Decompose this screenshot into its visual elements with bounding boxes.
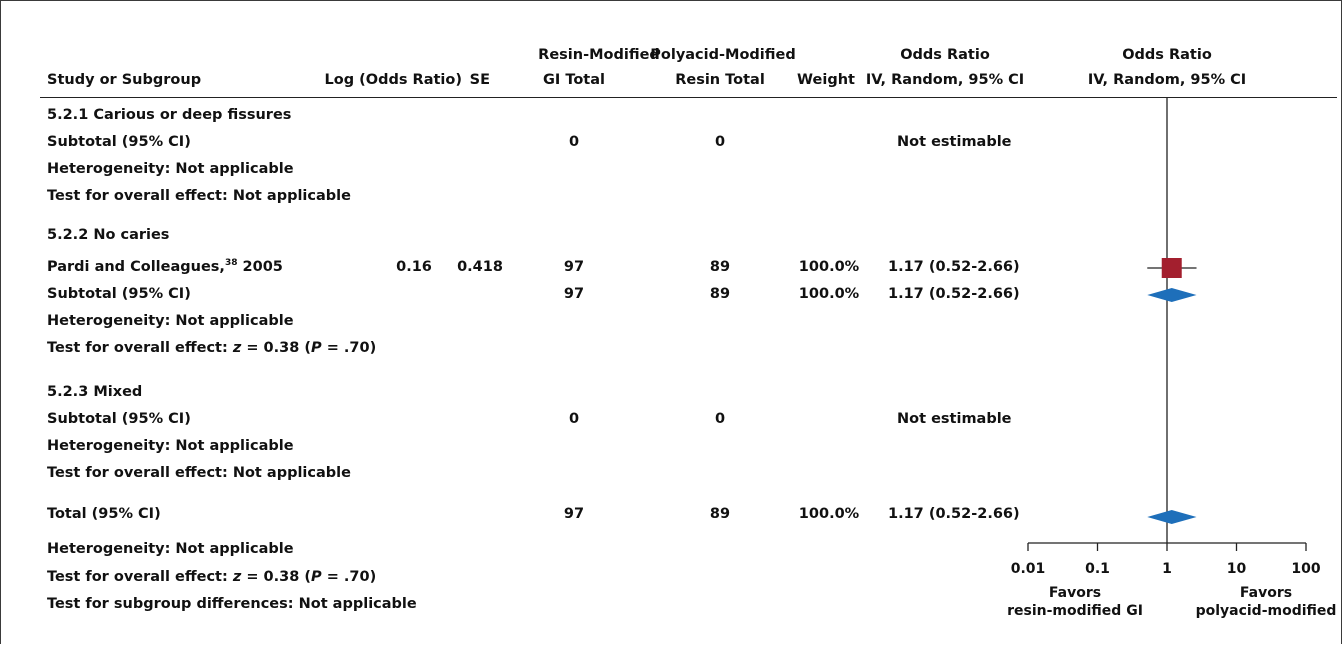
reference-superscript: 38 (224, 258, 238, 268)
header-pm-total: Resin Total (675, 72, 765, 88)
log-or-cell: 0.16 (396, 259, 432, 275)
header-odds-ratio-plot: Odds Ratio (1122, 47, 1212, 63)
weight-cell: 100.0% (798, 286, 860, 302)
pm-total-cell: 0 (714, 411, 726, 427)
subtotal-label: Subtotal (95% CI) (47, 286, 191, 302)
or-ci-cell: Not estimable (897, 134, 1012, 150)
subtotal-diamond (1147, 288, 1197, 302)
overall-effect-label: Test for overall effect: z = 0.38 (P = .… (47, 569, 377, 585)
pm-total-cell: 89 (709, 286, 731, 302)
header-study: Study or Subgroup (47, 72, 202, 88)
subtotal-label: Subtotal (95% CI) (47, 134, 191, 150)
subgroup-differences-label: Test for subgroup differences: Not appli… (47, 596, 417, 612)
heterogeneity-label: Heterogeneity: Not applicable (47, 161, 294, 177)
heterogeneity-label: Heterogeneity: Not applicable (47, 438, 294, 454)
x-tick-label-3: 10 (1227, 561, 1247, 577)
header-resin-modified-group: Resin-Modified (538, 47, 660, 63)
rm-total-cell: 0 (568, 134, 580, 150)
overall-effect-label: Test for overall effect: z = 0.38 (P = .… (47, 340, 377, 356)
overall-effect-label: Test for overall effect: Not applicable (47, 465, 351, 481)
subtotal-label: Subtotal (95% CI) (47, 411, 191, 427)
favors-left-line-1: resin-modified GI (1007, 603, 1143, 619)
or-ci-cell: 1.17 (0.52-2.66) (888, 286, 1020, 302)
x-tick-label-4: 100 (1291, 561, 1320, 577)
study-effect-square (1161, 258, 1182, 278)
x-tick-label-0: 0.01 (1011, 561, 1046, 577)
header-se: SE (469, 72, 490, 88)
x-tick-label-2: 1 (1162, 561, 1172, 577)
header-or-plot-ci: IV, Random, 95% CI (1087, 72, 1247, 88)
pm-total-cell: 89 (709, 506, 731, 522)
header-or-ci: IV, Random, 95% CI (865, 72, 1025, 88)
or-ci-cell: 1.17 (0.52-2.66) (888, 259, 1020, 275)
rm-total-cell: 97 (563, 259, 585, 275)
subgroup-label-no-caries: 5.2.2 No caries (47, 227, 170, 243)
heterogeneity-label: Heterogeneity: Not applicable (47, 541, 294, 557)
rm-total-cell: 0 (568, 411, 580, 427)
weight-cell: 100.0% (798, 259, 860, 275)
header-polyacid-modified-group: Polyacid-Modified (650, 47, 796, 63)
pm-total-cell: 0 (714, 134, 726, 150)
rm-total-cell: 97 (563, 506, 585, 522)
se-cell: 0.418 (457, 259, 503, 275)
total-label: Total (95% CI) (47, 506, 161, 522)
header-odds-ratio-col: Odds Ratio (900, 47, 990, 63)
header-rm-total: GI Total (543, 72, 605, 88)
subgroup-label-mixed: 5.2.3 Mixed (47, 384, 143, 400)
header-log-odds-ratio: Log (Odds Ratio) (324, 72, 462, 88)
heterogeneity-label: Heterogeneity: Not applicable (47, 313, 294, 329)
study-label-pardi: Pardi and Colleagues,38 2005 (47, 258, 283, 276)
total-diamond (1147, 510, 1197, 524)
header-rule (40, 97, 1337, 98)
favors-left-line-0: Favors (1049, 585, 1101, 601)
favors-right-line-1: polyacid-modified (1196, 603, 1337, 619)
or-ci-cell: 1.17 (0.52-2.66) (888, 506, 1020, 522)
favors-right-line-0: Favors (1240, 585, 1292, 601)
overall-effect-label: Test for overall effect: Not applicable (47, 188, 351, 204)
subgroup-label-carious: 5.2.1 Carious or deep fissures (47, 107, 292, 123)
pm-total-cell: 89 (709, 259, 731, 275)
rm-total-cell: 97 (563, 286, 585, 302)
or-ci-cell: Not estimable (897, 411, 1012, 427)
weight-cell: 100.0% (798, 506, 860, 522)
x-tick-label-1: 0.1 (1085, 561, 1110, 577)
header-weight: Weight (797, 72, 855, 88)
